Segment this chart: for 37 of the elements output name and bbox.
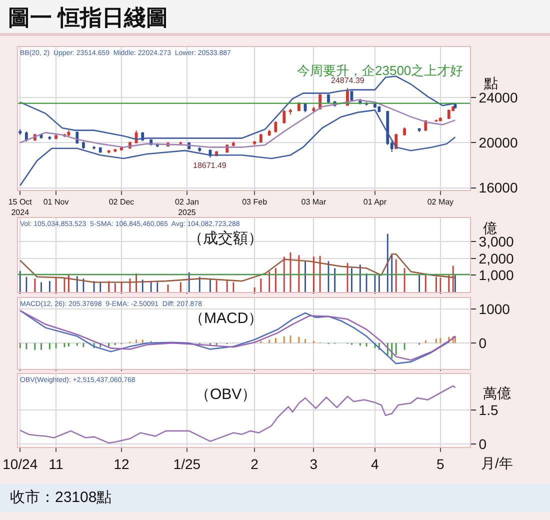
x-tick-label: 02 May <box>427 198 454 207</box>
x-tick-label: 03 Mar <box>301 198 326 207</box>
x-tick-label: 1/25 <box>173 456 201 472</box>
y-tick-label: 1.5 <box>478 402 498 418</box>
x-tick-label: 02 Dec <box>108 198 134 207</box>
y-tick-label: 2,000 <box>478 250 514 266</box>
x-tick-label: 02 Jan 2025 <box>174 198 199 217</box>
chart-title: 圖一 恒指日綫圖 <box>0 0 550 36</box>
annotation: 今周要升，企23500之上才好 <box>297 63 464 78</box>
y-tick-label: 24000 <box>478 90 518 106</box>
x-tick-label: 12 <box>114 456 130 472</box>
text: 收市：23108點 <box>0 484 550 512</box>
y-tick-label: 1,000 <box>478 267 514 284</box>
text: （成交額） <box>188 230 263 247</box>
y-tick-label: 1000 <box>478 300 510 317</box>
text: （OBV） <box>195 386 257 403</box>
y-tick-label: 16000 <box>478 180 518 196</box>
x-tick-label: 03 Feb <box>242 198 268 207</box>
x-tick-label: 01 Nov <box>43 198 69 207</box>
annotation: 18671.49 <box>193 161 227 170</box>
x-tick-label: 15 Oct 2024 <box>8 198 33 217</box>
annotation: 24874.39 <box>331 76 365 85</box>
y-axis-title: 億 <box>483 220 497 236</box>
x-tick-label: 10/24 <box>2 456 38 472</box>
x-tick-label: 01 Apr <box>363 198 387 207</box>
y-tick-label: 0 <box>478 334 487 351</box>
text: （MACD） <box>189 310 264 327</box>
x-tick-label: 2 <box>250 456 259 472</box>
y-tick-label: 0 <box>478 436 487 452</box>
x-tick-label: 3 <box>310 456 318 472</box>
x-axis-title: 月/年 <box>481 455 513 471</box>
y-axis-title: 點 <box>483 75 498 91</box>
y-tick-label: 20000 <box>478 134 518 151</box>
y-axis-title: 萬億 <box>483 385 511 401</box>
x-tick-label: 11 <box>48 456 64 472</box>
x-tick-label: 4 <box>371 456 380 472</box>
x-tick-label: 5 <box>436 456 445 472</box>
